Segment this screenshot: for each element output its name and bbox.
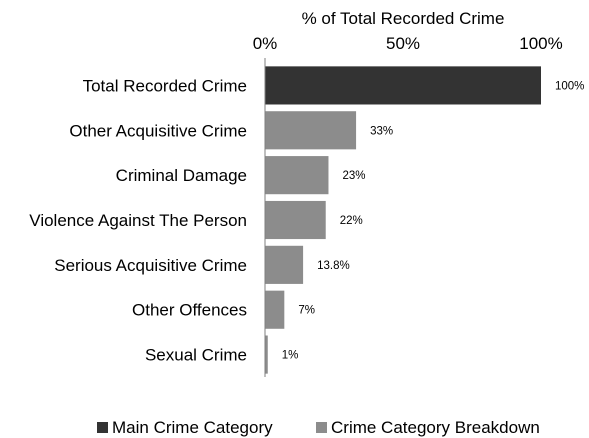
category-label: Criminal Damage [116,166,247,185]
legend-swatch-main-crime-category [97,422,108,433]
bar-value-label: 100% [555,80,584,92]
x-tick-label: 50% [386,34,420,53]
category-label: Sexual Crime [145,346,247,365]
bar-value-label: 22% [340,215,363,227]
legend: Main Crime Category Crime Category Break… [97,418,540,437]
category-labels: Total Recorded Crime Other Acquisitive Cr… [29,76,247,364]
legend-item-crime-category-breakdown: Crime Category Breakdown [316,418,540,437]
x-tick-label: 100% [519,34,562,53]
legend-swatch-crime-category-breakdown [316,422,327,433]
bar-value-labels: 100% 33% 23% 22% 13.8% 7% 1% [282,80,585,361]
category-label: Serious Acquisitive Crime [54,256,247,275]
bar-value-label: 23% [342,170,365,182]
bar-value-label: 13.8% [317,260,350,272]
bars [265,66,541,374]
category-label: Total Recorded Crime [83,76,247,95]
bar-value-label: 7% [298,305,315,317]
x-axis-tick-labels: 0% 50% 100% [253,34,563,53]
category-label: Other Offences [132,301,247,320]
legend-label-crime-category-breakdown: Crime Category Breakdown [331,418,540,437]
category-label: Other Acquisitive Crime [69,121,247,140]
x-tick-label: 0% [253,34,278,53]
bar [265,111,357,150]
legend-item-main-crime-category: Main Crime Category [97,418,273,437]
bar [265,66,541,105]
bar [265,156,329,195]
bar-value-label: 33% [370,125,393,137]
category-label: Violence Against The Person [29,211,247,230]
bar [265,245,304,284]
bar-value-label: 1% [282,350,299,362]
chart-title: % of Total Recorded Crime [302,9,505,28]
bar [265,290,285,329]
bar [265,200,326,240]
bar [265,335,268,374]
legend-label-main-crime-category: Main Crime Category [112,418,273,437]
